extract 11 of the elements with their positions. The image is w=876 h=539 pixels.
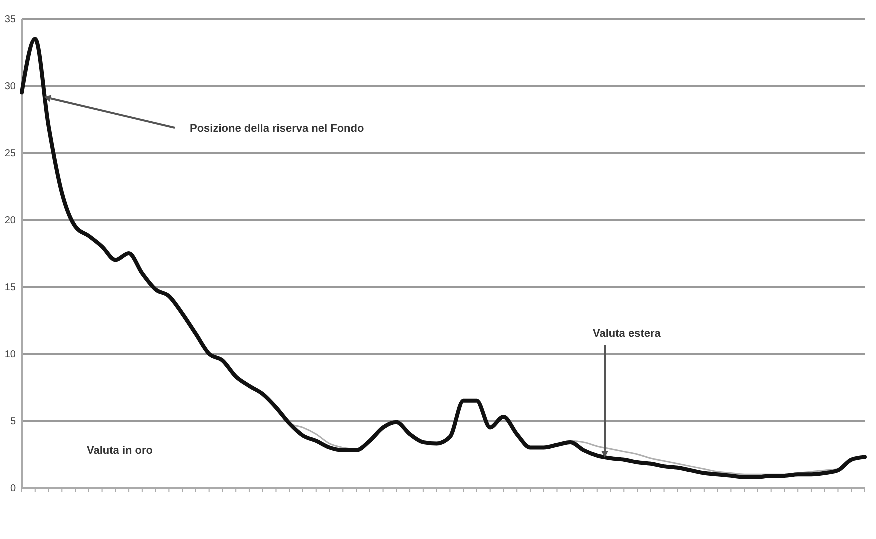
y-tick-label: 15: [4, 282, 16, 294]
annotation: Valuta estera: [593, 328, 662, 340]
y-tick-label: 30: [4, 82, 16, 92]
annotation: Posizione della riserva nel Fondo: [190, 122, 364, 135]
annotation: Valuta in oro: [87, 444, 154, 457]
y-tick-label: 5: [10, 416, 16, 428]
y-tick-label: 35: [4, 14, 16, 26]
y-tick-label: 20: [4, 216, 16, 226]
y-tick-label: 0: [10, 484, 16, 494]
y-tick-label: 25: [4, 148, 16, 160]
y-tick-label: 10: [4, 350, 16, 360]
